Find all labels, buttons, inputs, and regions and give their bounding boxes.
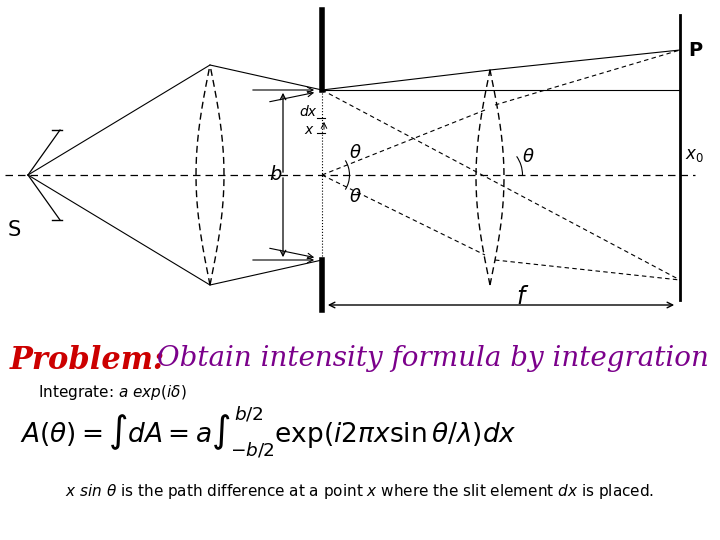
Text: S: S	[8, 220, 22, 240]
Text: b: b	[269, 165, 282, 185]
Text: $x\ \mathit{sin}\ \theta$ is the path difference at a point $x$ where the slit e: $x\ \mathit{sin}\ \theta$ is the path di…	[66, 482, 654, 501]
Text: P: P	[688, 40, 702, 59]
Text: θ: θ	[349, 144, 361, 162]
Text: Obtain intensity formula by integration: Obtain intensity formula by integration	[148, 345, 709, 372]
Text: Integrate: $a\ \mathit{exp}(i\delta)$: Integrate: $a\ \mathit{exp}(i\delta)$	[38, 383, 186, 402]
Text: θ: θ	[523, 148, 534, 166]
Text: θ: θ	[349, 188, 361, 206]
Text: x: x	[304, 123, 312, 137]
Text: $A(\theta) = \int dA = a \int_{-b/2}^{b/2} \exp(i2\pi x\sin\theta/\lambda)dx$: $A(\theta) = \int dA = a \int_{-b/2}^{b/…	[20, 404, 517, 460]
Text: dx: dx	[300, 105, 317, 119]
Text: Problem:: Problem:	[10, 345, 166, 376]
Text: f: f	[517, 285, 525, 309]
Text: $x_0$: $x_0$	[685, 146, 704, 164]
